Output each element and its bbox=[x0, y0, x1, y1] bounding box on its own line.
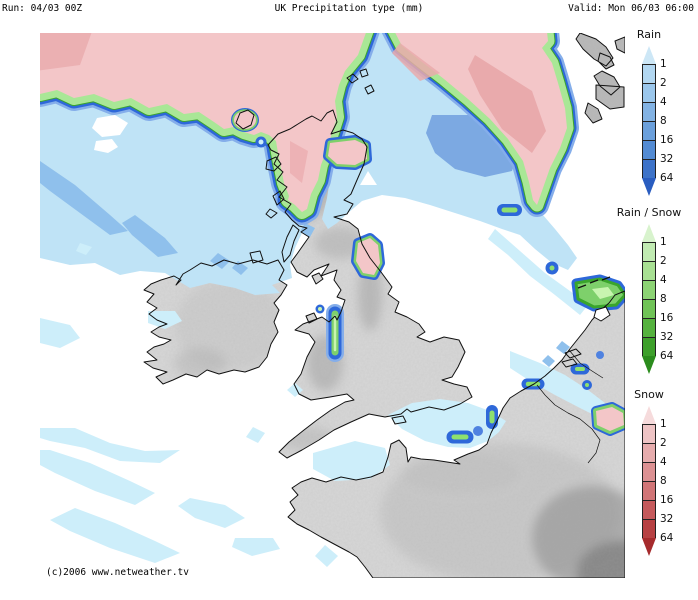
precip-free-holes bbox=[92, 115, 377, 185]
legend-colorbox-rain-snow-1 bbox=[642, 261, 656, 280]
legend-colorbox-snow-1 bbox=[642, 443, 656, 462]
valid-timestamp-label: Valid: Mon 06/03 06:00 bbox=[568, 3, 694, 14]
legend-colorbox-rain-snow-4 bbox=[642, 318, 656, 337]
legend-tick-rain-snow-32: 32 bbox=[660, 331, 674, 343]
legend-colorbox-rain-2 bbox=[642, 102, 656, 121]
precipitation-map bbox=[40, 32, 626, 579]
legend-ticks-rain-snow: 1 2 4 8 16 32 64 bbox=[660, 224, 690, 374]
legend-arrow-down-rain bbox=[642, 178, 656, 196]
legend-tick-rain-4: 4 bbox=[660, 96, 667, 108]
legend-title-rain: Rain bbox=[636, 28, 662, 41]
legend-title-snow: Snow bbox=[634, 388, 664, 401]
legend-arrow-down-rain-snow bbox=[642, 356, 656, 374]
legend-colorbox-rain-snow-3 bbox=[642, 299, 656, 318]
legend-bar-row-rain-snow: 1 2 4 8 16 32 64 bbox=[642, 224, 698, 374]
run-timestamp-label: Run: 04/03 00Z bbox=[2, 3, 83, 14]
legend-colorbox-rain-5 bbox=[642, 159, 656, 178]
legend-tick-rain-snow-16: 16 bbox=[660, 312, 674, 324]
legend-colorbar-snow bbox=[642, 406, 656, 556]
legend-tick-rain-snow-1: 1 bbox=[660, 236, 667, 248]
legend-tick-rain-32: 32 bbox=[660, 153, 674, 165]
legend-colorbar-rain-snow bbox=[642, 224, 656, 374]
legend-bar-row-rain: 1 2 4 8 16 32 64 bbox=[642, 46, 698, 196]
legend-rain: Rain 1 2 4 8 16 32 64 bbox=[612, 28, 698, 196]
legend-tick-snow-32: 32 bbox=[660, 513, 674, 525]
legend-colorbox-rain-1 bbox=[642, 83, 656, 102]
legend-bar-row-snow: 1 2 4 8 16 32 64 bbox=[642, 406, 698, 556]
legend-arrow-down-snow bbox=[642, 538, 656, 556]
legend-rain-snow: Rain / Snow 1 2 4 8 16 32 64 bbox=[612, 206, 698, 374]
legend-tick-rain-snow-2: 2 bbox=[660, 255, 667, 267]
copyright-label: (c)2006 www.netweather.tv bbox=[46, 567, 189, 578]
map-canvas bbox=[40, 32, 626, 579]
legend-colorbox-rain-snow-5 bbox=[642, 337, 656, 356]
legend-tick-rain-2: 2 bbox=[660, 77, 667, 89]
coastlines bbox=[143, 32, 626, 579]
legend-tick-snow-8: 8 bbox=[660, 475, 667, 487]
page-title: UK Precipitation type (mm) bbox=[274, 3, 424, 14]
legend-arrow-up-snow bbox=[642, 406, 656, 424]
legend-colorbox-snow-5 bbox=[642, 519, 656, 538]
legend-arrow-up-rain-snow bbox=[642, 224, 656, 242]
legend-tick-snow-4: 4 bbox=[660, 456, 667, 468]
legend-tick-rain-8: 8 bbox=[660, 115, 667, 127]
legend-tick-rain-1: 1 bbox=[660, 58, 667, 70]
snow-region-north-sea bbox=[385, 33, 567, 205]
legend-colorbox-snow-2 bbox=[642, 462, 656, 481]
legend-tick-rain-snow-4: 4 bbox=[660, 274, 667, 286]
legend-tick-rain-snow-8: 8 bbox=[660, 293, 667, 305]
legend-tick-snow-2: 2 bbox=[660, 437, 667, 449]
legend-colorbox-rain-4 bbox=[642, 140, 656, 159]
legend-colorbox-snow-0 bbox=[642, 424, 656, 443]
legend-ticks-rain: 1 2 4 8 16 32 64 bbox=[660, 46, 690, 196]
legend-title-rain-snow: Rain / Snow bbox=[616, 206, 682, 219]
legend-tick-rain-16: 16 bbox=[660, 134, 674, 146]
legend-tick-rain-snow-64: 64 bbox=[660, 350, 674, 362]
legend-ticks-snow: 1 2 4 8 16 32 64 bbox=[660, 406, 690, 556]
small-precip-features bbox=[234, 111, 625, 444]
legend-snow: Snow 1 2 4 8 16 32 64 bbox=[612, 388, 698, 556]
legend-colorbar-rain bbox=[642, 46, 656, 196]
legend-colorbox-snow-4 bbox=[642, 500, 656, 519]
legend-colorbox-rain-3 bbox=[642, 121, 656, 140]
legend-colorbox-rain-snow-0 bbox=[642, 242, 656, 261]
legend-tick-snow-64: 64 bbox=[660, 532, 674, 544]
legend-tick-snow-16: 16 bbox=[660, 494, 674, 506]
legend-colorbox-rain-snow-2 bbox=[642, 280, 656, 299]
legend-colorbox-rain-0 bbox=[642, 64, 656, 83]
legend-tick-snow-1: 1 bbox=[660, 418, 667, 430]
legend-colorbox-snow-3 bbox=[642, 481, 656, 500]
legend-arrow-up-rain bbox=[642, 46, 656, 64]
legend-tick-rain-64: 64 bbox=[660, 172, 674, 184]
